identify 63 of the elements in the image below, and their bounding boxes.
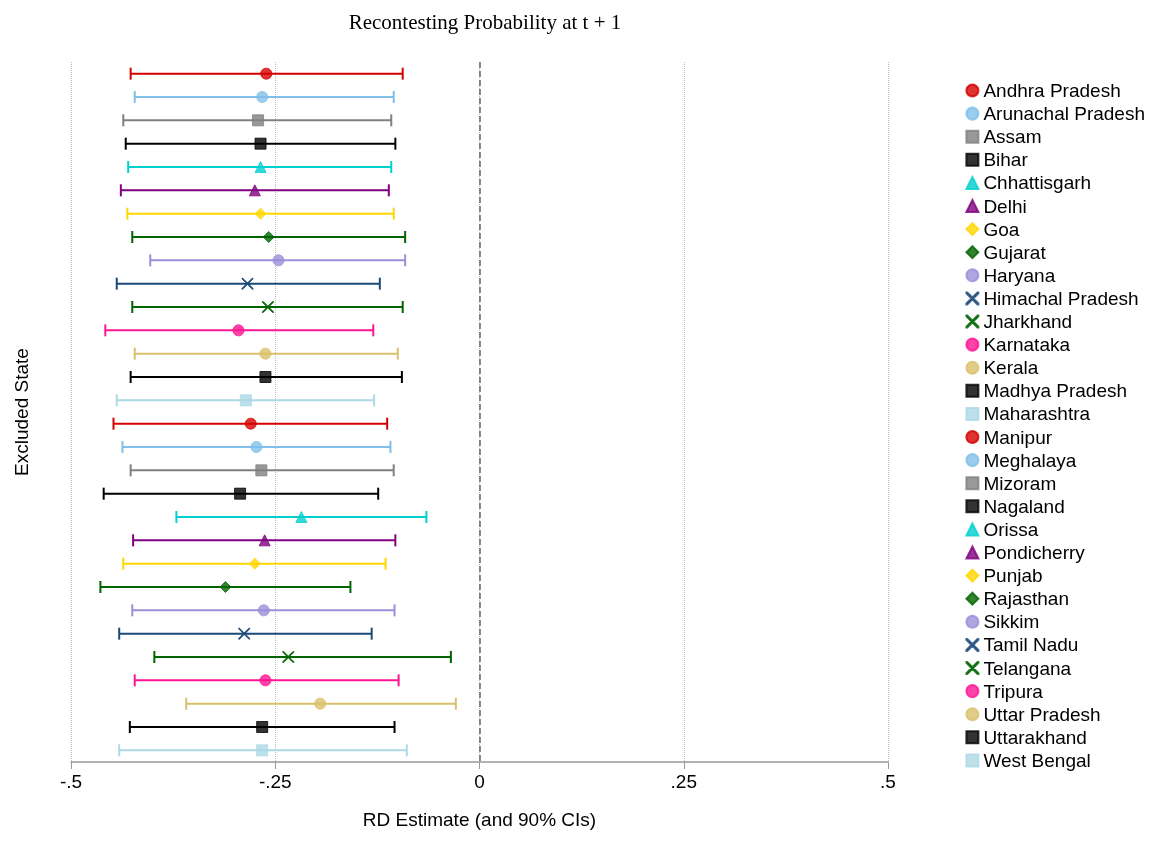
point	[259, 371, 272, 383]
legend-label: Tripura	[983, 680, 1044, 702]
legend-label: Sikkim	[983, 611, 1040, 633]
point	[254, 137, 267, 150]
x-tick-label: 0	[474, 771, 485, 792]
point	[272, 254, 285, 267]
legend-label: Madhya Pradesh	[983, 380, 1128, 402]
legend-label: Assam	[983, 126, 1042, 148]
point	[259, 674, 272, 687]
legend-label: Meghalaya	[983, 449, 1077, 471]
legend-label: Gujarat	[983, 241, 1047, 263]
legend-label: Bihar	[983, 149, 1029, 171]
legend-label: West Bengal	[983, 749, 1091, 771]
point	[252, 114, 265, 127]
point	[239, 394, 252, 407]
point	[258, 534, 271, 547]
legend-label: Chhattisgarh	[983, 172, 1092, 194]
legend-label: Himachal Pradesh	[983, 287, 1139, 309]
legend-label: Punjab	[983, 565, 1043, 587]
point	[254, 207, 267, 220]
legend-label: Haryana	[983, 264, 1056, 286]
point	[244, 417, 257, 430]
point	[255, 464, 268, 477]
point	[256, 721, 269, 733]
legend-label: Orissa	[983, 518, 1039, 540]
y-axis-title: Excluded State	[11, 348, 32, 476]
x-axis-title: RD Estimate (and 90% CIs)	[362, 809, 597, 830]
point	[248, 557, 261, 570]
point	[314, 697, 327, 710]
legend-label: Kerala	[983, 357, 1039, 379]
legend-label: Uttar Pradesh	[983, 703, 1101, 725]
point	[234, 487, 247, 500]
legend-label: Nagaland	[983, 495, 1065, 517]
legend-label: Karnataka	[983, 334, 1071, 356]
legend-label: Mizoram	[983, 472, 1057, 494]
legend-label: Rajasthan	[983, 588, 1069, 610]
point	[256, 91, 269, 103]
point	[282, 651, 295, 663]
legend-label: Jharkhand	[983, 311, 1073, 332]
point	[232, 324, 245, 337]
x-tick-label: -.5	[59, 771, 83, 792]
point	[250, 441, 263, 453]
x-tick-label: .25	[670, 771, 697, 792]
point	[259, 347, 272, 360]
legend-label: Goa	[983, 218, 1020, 240]
legend-label: Uttarakhand	[983, 726, 1087, 748]
point	[260, 67, 273, 80]
legend-label: Telangana	[983, 657, 1072, 679]
legend-label: Pondicherry	[983, 542, 1086, 563]
legend-label: Delhi	[983, 195, 1027, 217]
point	[257, 604, 270, 617]
point	[295, 511, 308, 523]
chart-title: Recontesting Probability at t + 1	[348, 9, 622, 34]
x-tick-label: .5	[880, 771, 896, 792]
point	[256, 744, 269, 757]
point	[248, 184, 261, 197]
legend-label: Tamil Nadu	[983, 634, 1079, 656]
legend-label: Andhra Pradesh	[983, 80, 1121, 101]
legend-label: Maharashtra	[983, 403, 1091, 425]
x-tick-label: -.25	[258, 771, 292, 792]
point	[254, 161, 267, 173]
legend-label: Arunachal Pradesh	[983, 103, 1146, 125]
legend-label: Manipur	[983, 426, 1053, 448]
